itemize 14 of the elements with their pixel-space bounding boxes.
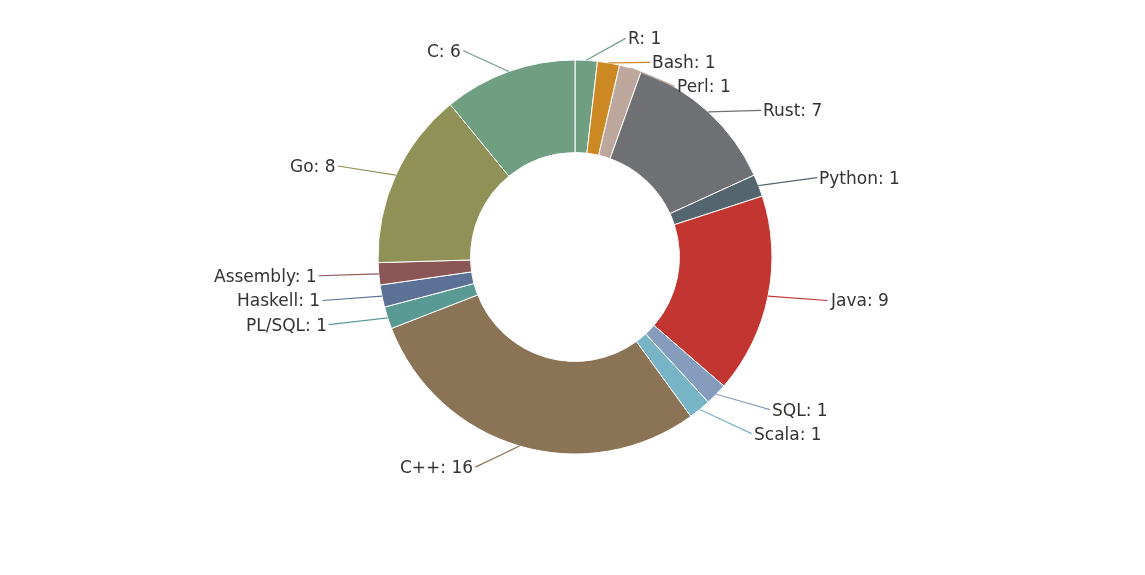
slice-label: PL/SQL: 1: [246, 315, 328, 335]
slice-label: Assembly: 1: [214, 266, 317, 286]
slice-label: Perl: 1: [677, 76, 731, 96]
slice-label: Bash: 1: [652, 52, 716, 72]
slice-label: R: 1: [628, 28, 662, 48]
slice-label: C++: 16: [400, 457, 474, 477]
slice-label: Java: 9: [830, 290, 889, 310]
slice-label: Rust: 7: [763, 100, 823, 120]
slice-label: Go: 8: [290, 156, 336, 176]
slice-label: Scala: 1: [754, 424, 822, 444]
slice-label: C: 6: [427, 41, 461, 61]
slice-label: SQL: 1: [772, 400, 828, 420]
slice-label: Python: 1: [819, 168, 900, 188]
slice-label: Haskell: 1: [237, 290, 321, 310]
